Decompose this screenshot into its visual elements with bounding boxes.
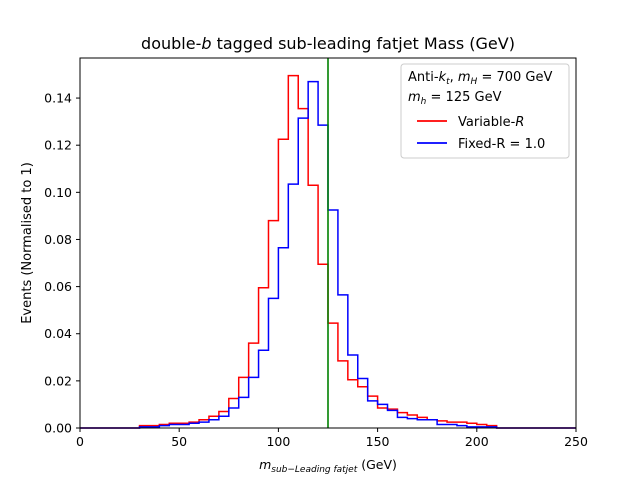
y-axis-ticks: 0.00 0.02 0.04 0.06 0.08 0.10 0.12 0.14 [44, 91, 80, 436]
y-tick-label: 0.12 [44, 138, 72, 153]
legend-header-line2: mh = 125 GeV [408, 90, 502, 107]
x-tick-label: 50 [171, 434, 187, 449]
plot-area [80, 58, 576, 429]
legend-label-variable-r: Variable-R [458, 115, 524, 130]
y-tick-label: 0.14 [44, 91, 72, 106]
x-tick-label: 200 [465, 434, 489, 449]
chart-title: double-b tagged sub-leading fatjet Mass … [141, 34, 515, 53]
y-tick-label: 0.10 [44, 185, 72, 200]
x-tick-label: 250 [564, 434, 588, 449]
legend-box [400, 63, 570, 159]
legend: Anti-kt, mH = 700 GeV mh = 125 GeV Varia… [400, 63, 570, 159]
y-tick-label: 0.08 [44, 232, 72, 247]
y-tick-label: 0.00 [44, 421, 72, 436]
series-fixed-r-1-0 [80, 80, 576, 429]
x-tick-label: 150 [366, 434, 390, 449]
y-tick-label: 0.06 [44, 279, 72, 294]
x-axis-label: msub−Leading fatjet (GeV) [259, 457, 397, 475]
y-tick-label: 0.02 [44, 373, 72, 388]
legend-header-line1: Anti-kt, mH = 700 GeV [408, 70, 553, 87]
x-tick-label: 100 [266, 434, 290, 449]
series-line-fixed-r-1-0 [80, 80, 576, 429]
x-tick-label: 0 [76, 434, 84, 449]
x-axis-ticks: 0 50 100 150 200 250 [76, 428, 588, 449]
y-axis-label: Events (Normalised to 1) [20, 162, 35, 324]
legend-label-fixed-r: Fixed-R = 1.0 [458, 137, 545, 152]
axes-frame [79, 57, 577, 429]
y-tick-label: 0.04 [44, 326, 72, 341]
